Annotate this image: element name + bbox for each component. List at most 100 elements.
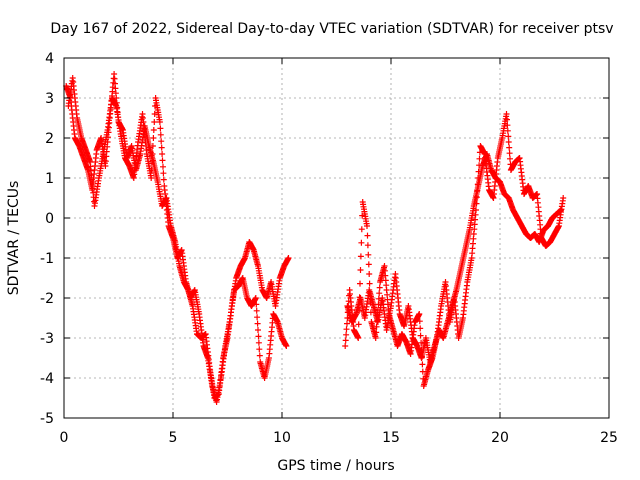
x-tick-label: 0 <box>60 430 69 446</box>
data-point <box>560 195 567 201</box>
data-point <box>418 347 425 353</box>
data-point <box>150 127 157 133</box>
data-point <box>476 155 483 162</box>
y-tick-label: -4 <box>40 371 54 387</box>
data-point <box>357 280 363 287</box>
data-point <box>503 111 510 117</box>
y-axis-label: SDTVAR / TECUs <box>6 181 22 296</box>
data-point <box>417 325 424 332</box>
data-point <box>156 119 163 125</box>
data-point <box>159 157 166 164</box>
data-point <box>504 122 511 129</box>
data-point <box>506 144 513 151</box>
y-tick-label: 3 <box>45 91 54 107</box>
data-point <box>373 323 380 330</box>
data-point <box>344 315 351 321</box>
data-point <box>342 343 349 349</box>
data-point <box>365 261 372 268</box>
y-tick-label: -1 <box>40 251 54 267</box>
data-point <box>419 361 426 368</box>
data-point <box>151 119 158 125</box>
data-point <box>254 320 261 327</box>
data-point <box>160 170 167 177</box>
data-point <box>375 295 382 302</box>
data-point <box>253 301 260 308</box>
data-point <box>344 320 350 327</box>
data-point <box>255 327 261 333</box>
data-point <box>364 242 371 249</box>
data-point <box>285 255 292 261</box>
data-point <box>374 312 381 319</box>
y-tick-label: -2 <box>40 291 54 307</box>
data-point <box>376 290 383 297</box>
data-point <box>149 151 156 157</box>
data-point <box>474 187 481 194</box>
data-point <box>505 139 512 145</box>
data-point <box>505 133 512 140</box>
data-point <box>256 352 263 359</box>
data-point <box>365 251 372 258</box>
x-tick-label: 5 <box>169 430 178 446</box>
data-point <box>150 135 157 141</box>
data-point <box>342 337 349 344</box>
data-point <box>344 309 351 316</box>
data-point <box>374 307 381 313</box>
data-point <box>367 309 374 316</box>
data-point <box>366 271 373 277</box>
data-point <box>475 168 482 175</box>
data-point <box>158 138 165 145</box>
data-point <box>367 299 374 306</box>
data-point <box>148 167 155 173</box>
x-axis-label: GPS time / hours <box>277 458 394 474</box>
data-point <box>364 223 370 229</box>
data-point <box>151 111 158 117</box>
data-point <box>357 267 364 273</box>
data-point <box>256 346 263 353</box>
data-point <box>366 280 373 287</box>
data-point <box>343 326 350 333</box>
data-point <box>419 354 425 361</box>
data-point <box>418 339 425 346</box>
axis-ticks: 0 5 10 15 20 25 -5 -4 -3 -2 -1 0 1 2 3 4 <box>40 51 618 446</box>
data-point <box>367 290 374 297</box>
data-point <box>374 318 380 325</box>
data-point <box>253 307 260 314</box>
data-point <box>475 175 482 181</box>
data-point <box>375 301 382 308</box>
data-point <box>473 200 480 207</box>
x-tick-label: 10 <box>273 430 291 446</box>
data-point <box>474 181 481 188</box>
data-point <box>157 125 164 132</box>
y-tick-label: -3 <box>40 331 54 347</box>
data-point <box>372 335 379 341</box>
data-point <box>504 116 510 123</box>
y-tick-label: 2 <box>45 131 54 147</box>
data-point <box>357 253 364 260</box>
data-point <box>160 163 166 170</box>
data-point <box>160 176 167 183</box>
data-point <box>345 303 352 310</box>
data-point <box>506 150 513 157</box>
data-point <box>416 311 423 317</box>
data-point <box>355 335 362 341</box>
x-tick-label: 15 <box>382 430 400 446</box>
x-tick-label: 20 <box>491 430 509 446</box>
y-tick-label: 0 <box>45 211 54 227</box>
data-point <box>504 127 511 134</box>
data-point <box>358 239 365 246</box>
y-tick-label: 1 <box>45 171 54 187</box>
data-point <box>373 329 380 336</box>
data-point <box>149 143 156 149</box>
data-point <box>255 333 262 340</box>
data-point <box>157 131 164 138</box>
x-tick-label: 25 <box>600 430 618 446</box>
data-point <box>343 331 350 338</box>
data-point <box>255 339 262 346</box>
data-point <box>254 314 261 321</box>
data-point <box>356 307 363 314</box>
data-point <box>158 144 165 151</box>
data-point <box>355 321 362 328</box>
plot-frame <box>63 57 610 419</box>
data-point <box>148 175 155 181</box>
